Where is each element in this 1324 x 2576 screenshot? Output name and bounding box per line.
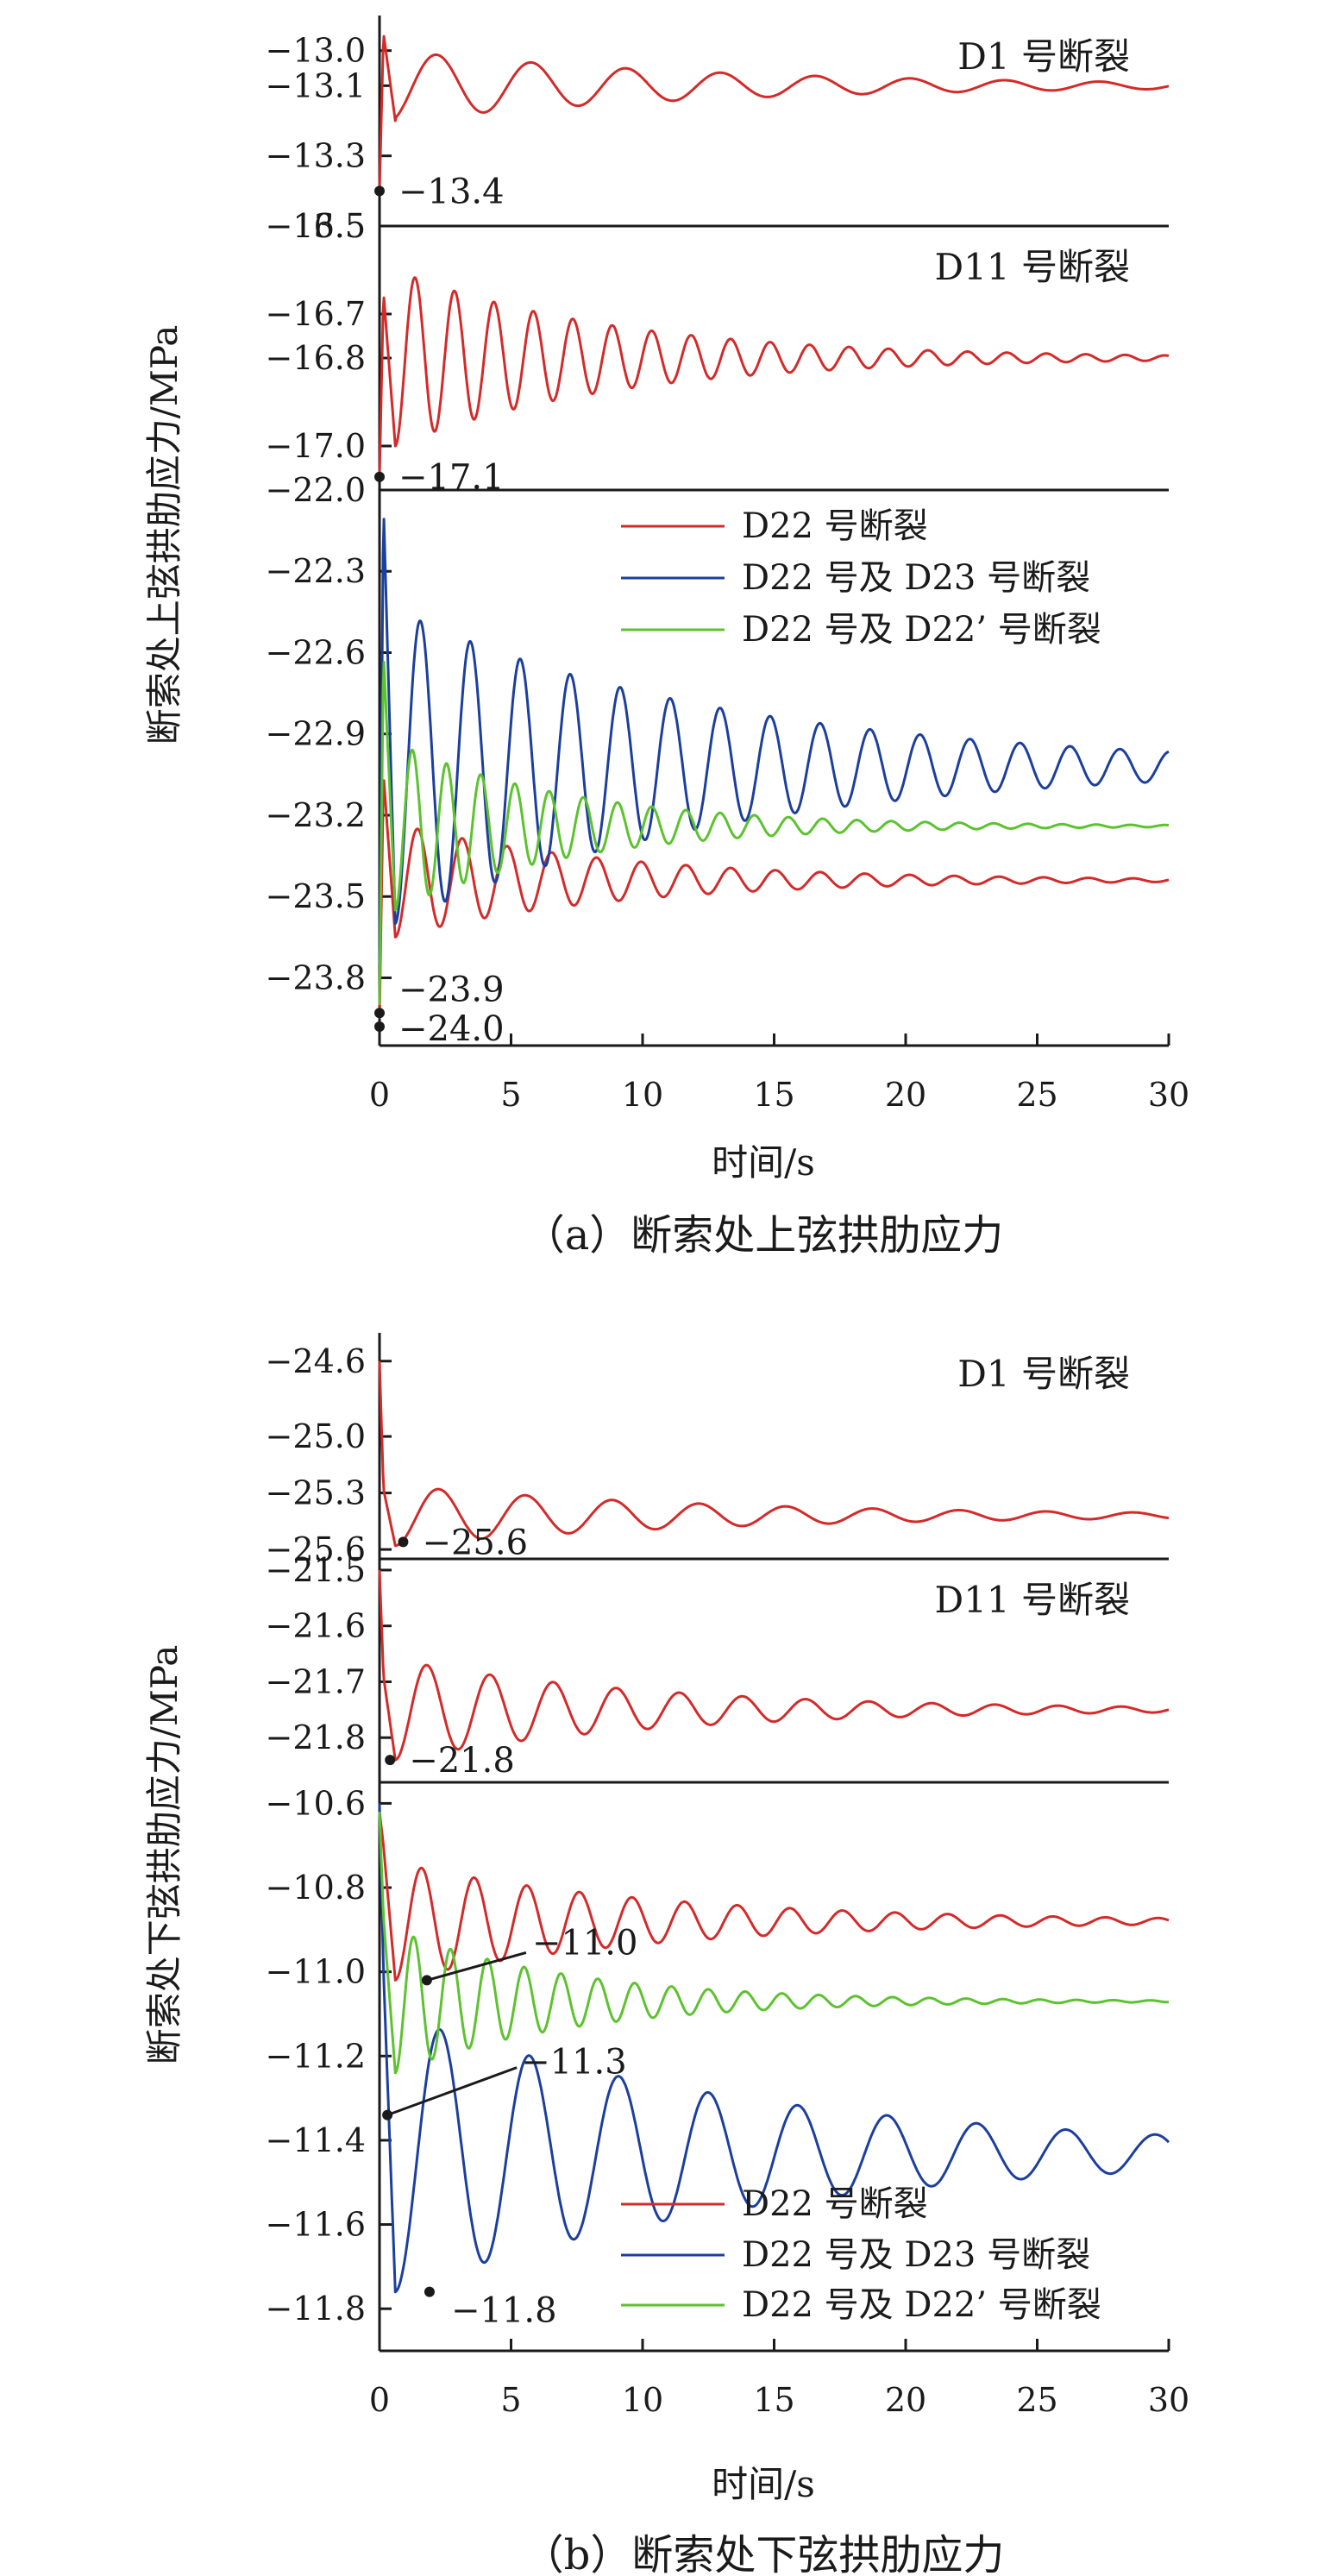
legend-label: D22 号及 D23 号断裂 (742, 558, 1090, 598)
caption-b: （b）断索处下弦拱肋应力 (523, 2531, 1005, 2576)
y-tick-label: −11.0 (266, 1953, 366, 1991)
legend-label: D22 号及 D23 号断裂 (742, 2235, 1090, 2275)
marker-label: −11.3 (521, 2043, 627, 2083)
series-line-blue (378, 1803, 1170, 2294)
marker-point (374, 1021, 385, 1033)
series-line-red (378, 35, 1170, 192)
marker-point (374, 471, 385, 482)
y-tick-label: −17.0 (266, 427, 366, 465)
panel-title: D1 号断裂 (957, 35, 1130, 78)
marker-point (385, 1755, 396, 1766)
y-tick-label: −25.6 (266, 1530, 366, 1568)
x-tick-label: 20 (885, 1076, 926, 1114)
y-tick-label: −24.6 (266, 1342, 366, 1380)
series-line-red (378, 1569, 1170, 1762)
marker-label: −11.0 (532, 1923, 638, 1963)
panel-title: D11 号断裂 (935, 246, 1130, 288)
marker-point (374, 1008, 385, 1019)
panel-title: D1 号断裂 (957, 1353, 1130, 1395)
y-tick-label: −16.5 (266, 207, 366, 245)
marker-label: −11.8 (451, 2291, 557, 2331)
annotation-leader (386, 2066, 518, 2117)
y-tick-label: −21.5 (266, 1551, 366, 1589)
x-tick-label: 5 (500, 1076, 521, 1114)
panel-0: −24.6 −25.0 −25.3 −25.6 D1 号断裂 −25.6 (266, 1342, 1170, 1568)
series-line-red (378, 1360, 1170, 1548)
x-tick-label: 0 (369, 2381, 390, 2419)
y-tick-label: −11.4 (266, 2121, 366, 2159)
x-tick-label: 30 (1148, 2381, 1189, 2419)
y-tick-label: −25.3 (266, 1474, 366, 1512)
y-tick-label: −10.6 (266, 1784, 366, 1822)
series-line-green (378, 1812, 1170, 2075)
x-tick-label: 5 (500, 2381, 521, 2419)
y-tick-label: −16.8 (266, 339, 366, 377)
panel-2: −22.0 −22.3 −22.6 −22.9 −23.2 −23.5 −23.8 −23.9… (266, 471, 1170, 1049)
x-tick-label: 20 (885, 2381, 926, 2419)
y-tick-label: −13.3 (266, 137, 366, 175)
y-tick-label: −23.2 (266, 796, 366, 834)
marker-point (424, 2286, 435, 2297)
legend-label: D22 号及 D22’ 号断裂 (742, 610, 1101, 650)
marker-label: −23.9 (398, 970, 505, 1009)
chart-b-ylabel: 断索处下弦拱肋应力/MPa (143, 1645, 185, 2065)
annotation-leader (426, 1951, 527, 1982)
marker-label: −25.6 (422, 1523, 528, 1562)
y-tick-label: −23.5 (266, 877, 366, 915)
y-tick-label: −10.8 (266, 1869, 366, 1907)
series-line-green (378, 661, 1170, 1005)
y-tick-label: −11.6 (266, 2206, 366, 2244)
legend-label: D22 号断裂 (742, 2184, 928, 2224)
series-line-blue (378, 518, 1170, 964)
y-tick-label: −25.0 (266, 1417, 366, 1455)
x-tick-label: 30 (1148, 1076, 1189, 1114)
y-tick-label: −22.3 (266, 552, 366, 590)
x-tick-label: 10 (622, 2381, 663, 2419)
y-tick-label: −21.8 (266, 1718, 366, 1756)
legend-label: D22 号及 D22’ 号断裂 (742, 2285, 1101, 2325)
chart-a-ylabel: 断索处上弦拱肋应力/MPa (143, 325, 185, 745)
y-tick-label: −22.6 (266, 633, 366, 671)
caption-a: （a）断索处上弦拱肋应力 (524, 1211, 1004, 1260)
marker-label: −13.4 (398, 172, 505, 211)
y-tick-label: −21.6 (266, 1607, 366, 1645)
panel-title: D11 号断裂 (935, 1579, 1130, 1621)
marker-label: −21.8 (409, 1741, 515, 1781)
y-tick-label: −16.7 (266, 295, 366, 333)
marker-point (398, 1536, 409, 1548)
x-tick-label: 15 (753, 2381, 794, 2419)
marker-label: −17.1 (398, 458, 505, 498)
y-tick-label: −11.2 (266, 2037, 366, 2075)
y-tick-label: −13.1 (266, 66, 366, 104)
chart-a-xlabel: 时间/s (712, 1141, 815, 1184)
panel-1: −21.5 −21.6 −21.7 −21.8 D11 号断裂 −21.8 (266, 1551, 1170, 1784)
y-tick-label: −21.7 (266, 1662, 366, 1700)
x-tick-label: 25 (1016, 2381, 1057, 2419)
x-tick-label: 10 (622, 1076, 663, 1114)
series-line-red (378, 276, 1170, 477)
chart-a: 断索处上弦拱肋应力/MPa 时间/s （a）断索处上弦拱肋应力 0 5 10 15 20… (143, 16, 1189, 1260)
y-tick-label: −13.5 (266, 207, 366, 245)
legend-label: D22 号断裂 (742, 506, 928, 546)
y-tick-label: −22.0 (266, 471, 366, 509)
x-tick-label: 0 (369, 1076, 390, 1114)
x-tick-label: 25 (1016, 1076, 1057, 1114)
series-line-red (378, 779, 1170, 1019)
chart-b: 断索处下弦拱肋应力/MPa 时间/s （b）断索处下弦拱肋应力 0 5 10 15 20… (143, 1333, 1189, 2576)
y-tick-label: −13.0 (266, 32, 366, 70)
chart-b-xlabel: 时间/s (712, 2463, 815, 2505)
panel-1: −16.5 −16.7 −16.8 −17.0 D11 号断裂 −17.1 (266, 207, 1170, 498)
x-tick-label: 15 (753, 1076, 794, 1114)
panel-2: −10.6 −10.8 −11.0 −11.2 −11.4 −11.6 −11.8 −11.0… (266, 1784, 1170, 2331)
panel-0: −13.0−13.1 −13.3 −13.5 D1 号断裂 −13.4 (266, 32, 1170, 245)
y-tick-label: −11.8 (266, 2290, 366, 2328)
marker-point (374, 185, 385, 197)
marker-label: −24.0 (398, 1009, 505, 1049)
y-tick-label: −22.9 (266, 715, 366, 753)
series-line-red (378, 1812, 1170, 1982)
y-tick-label: −23.8 (266, 958, 366, 996)
